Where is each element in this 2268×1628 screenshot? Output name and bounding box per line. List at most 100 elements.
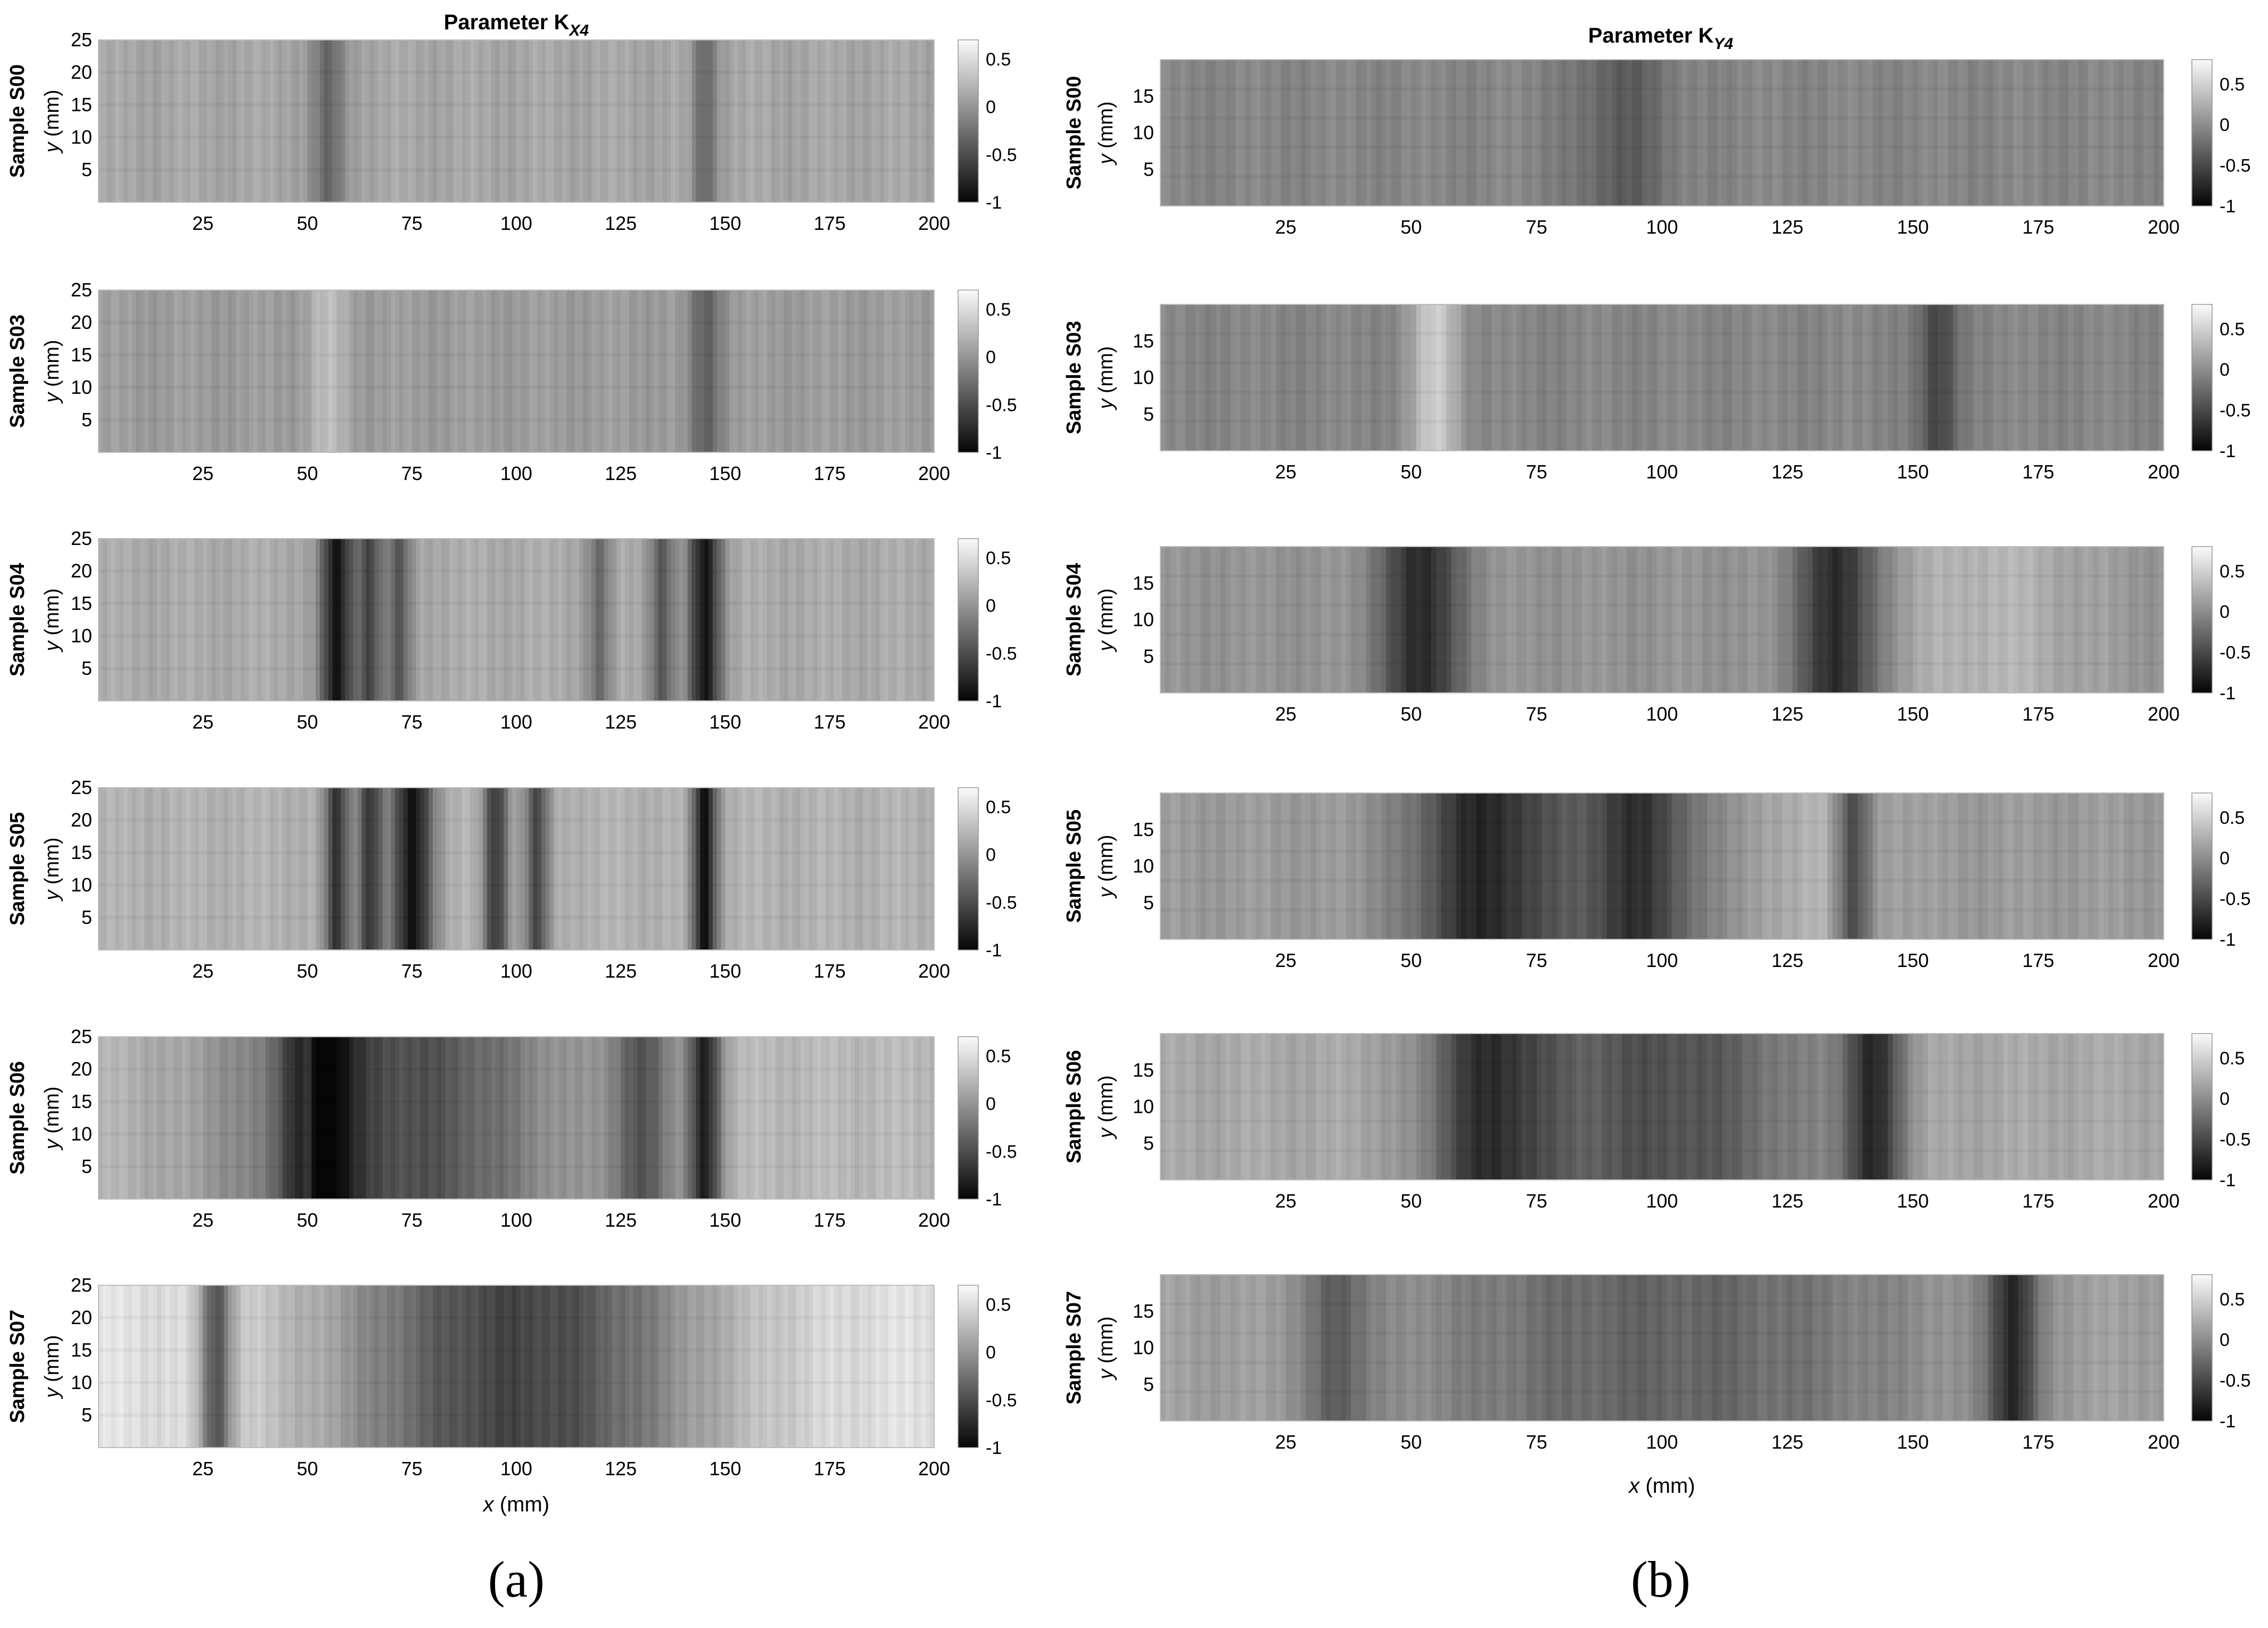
heatmap-cell bbox=[1983, 60, 1989, 206]
colorbar bbox=[2191, 304, 2213, 451]
x-tick-label: 125 bbox=[1771, 461, 1803, 483]
heatmap-cell bbox=[266, 788, 270, 950]
colorbar bbox=[958, 538, 979, 701]
heatmap-cell bbox=[2033, 60, 2039, 206]
heatmap-cell bbox=[641, 40, 646, 202]
heatmap-cell bbox=[328, 40, 333, 202]
heatmap-cell bbox=[541, 788, 546, 950]
heatmap-cell bbox=[395, 788, 400, 950]
heatmap-cell bbox=[174, 788, 178, 950]
heatmap-cell bbox=[821, 290, 826, 452]
heatmap-cell bbox=[879, 1285, 885, 1448]
heatmap-cell bbox=[1175, 793, 1181, 939]
heatmap-cell bbox=[1531, 793, 1537, 939]
heatmap-cell bbox=[228, 1037, 233, 1199]
heatmap-cell bbox=[1391, 1034, 1397, 1180]
heatmap-cell bbox=[1541, 304, 1547, 451]
heatmap-cell bbox=[1471, 304, 1477, 451]
heatmap-cell bbox=[433, 539, 438, 701]
heatmap-cell bbox=[2113, 60, 2119, 206]
heatmap-cell bbox=[1521, 304, 1527, 451]
heatmap-cell bbox=[1647, 793, 1653, 939]
plot-frame bbox=[1160, 546, 2164, 693]
heatmap-cell bbox=[244, 539, 250, 701]
heatmap-cell bbox=[851, 1037, 855, 1199]
heatmap-cell bbox=[499, 1037, 505, 1199]
heatmap-cell bbox=[825, 539, 830, 701]
heatmap-cell bbox=[291, 788, 295, 950]
heatmap-cell bbox=[1205, 793, 1211, 939]
heatmap-cell bbox=[416, 1037, 421, 1199]
x-tick-label: 75 bbox=[1526, 949, 1547, 971]
heatmap-cell bbox=[1978, 547, 1984, 693]
heatmap-cell bbox=[520, 1285, 525, 1448]
heatmap-cell bbox=[533, 788, 538, 950]
heatmap-cell bbox=[190, 1037, 195, 1199]
heatmap-cell bbox=[1562, 793, 1568, 939]
x-tick-label: 100 bbox=[500, 212, 532, 234]
heatmap-cell bbox=[2008, 60, 2014, 206]
heatmap-cell bbox=[127, 1037, 133, 1199]
heatmap-cell bbox=[420, 788, 425, 950]
heatmap-cell bbox=[2138, 1034, 2144, 1180]
heatmap-cell bbox=[332, 539, 337, 701]
heatmap-cell bbox=[495, 788, 500, 950]
heatmap-cell bbox=[161, 1285, 166, 1448]
heatmap-cell bbox=[2003, 1034, 2009, 1180]
heatmap-cell bbox=[253, 1037, 258, 1199]
heatmap-cell bbox=[1562, 547, 1568, 693]
heatmap-cell bbox=[349, 788, 354, 950]
heatmap-cell bbox=[1361, 304, 1367, 451]
x-tick-label: 200 bbox=[918, 711, 950, 733]
heatmap-cell bbox=[859, 40, 864, 202]
heatmap-cell bbox=[420, 40, 425, 202]
heatmap-cell bbox=[1631, 547, 1637, 693]
heatmap-cell bbox=[1963, 1275, 1969, 1421]
heatmap-cell bbox=[888, 1037, 893, 1199]
heatmap-cell bbox=[1787, 1034, 1793, 1180]
heatmap-cell bbox=[1446, 304, 1452, 451]
heatmap-cell bbox=[771, 1037, 776, 1199]
heatmap-cell bbox=[236, 290, 241, 452]
heatmap-cell bbox=[2103, 304, 2109, 451]
heatmap-cell bbox=[2063, 1275, 2069, 1421]
colorbar-tick-label: 0 bbox=[2220, 360, 2230, 380]
heatmap-cell bbox=[600, 1037, 605, 1199]
heatmap-cell bbox=[1501, 60, 1507, 206]
heatmap-cell bbox=[483, 40, 488, 202]
heatmap-cell bbox=[1677, 304, 1683, 451]
heatmap-cell bbox=[1837, 547, 1843, 693]
heatmap-cell bbox=[1822, 793, 1828, 939]
heatmap-cell bbox=[1351, 547, 1357, 693]
x-tick-label: 50 bbox=[1400, 461, 1422, 483]
heatmap-cell bbox=[1902, 60, 1908, 206]
heatmap-cell bbox=[913, 539, 918, 701]
heatmap-cell bbox=[194, 40, 199, 202]
heatmap-cell bbox=[1516, 1275, 1522, 1421]
heatmap-cell bbox=[1316, 793, 1322, 939]
heatmap-cell bbox=[1556, 1034, 1562, 1180]
heatmap-cell bbox=[119, 1285, 124, 1448]
heatmap-cell bbox=[930, 788, 935, 950]
heatmap-cell bbox=[1521, 793, 1527, 939]
heatmap-cell bbox=[1772, 793, 1778, 939]
y-tick-label: 25 bbox=[71, 1274, 92, 1296]
heatmap-cell bbox=[796, 290, 801, 452]
heatmap-cell bbox=[784, 788, 788, 950]
heatmap-cell bbox=[123, 539, 128, 701]
heatmap-cell bbox=[1300, 1034, 1306, 1180]
x-tick-label: 175 bbox=[2022, 216, 2054, 238]
heatmap-cell bbox=[804, 788, 810, 950]
heatmap-cell bbox=[1602, 793, 1607, 939]
heatmap-cell bbox=[1486, 1034, 1492, 1180]
heatmap-cell bbox=[587, 40, 592, 202]
heatmap-cell bbox=[541, 40, 546, 202]
heatmap-cell bbox=[2058, 1275, 2064, 1421]
heatmap-cell bbox=[102, 290, 108, 452]
heatmap-cell bbox=[466, 539, 471, 701]
heatmap-cell bbox=[788, 290, 793, 452]
heatmap-cell bbox=[1230, 793, 1236, 939]
colorbar-tick-label: 0.5 bbox=[986, 1046, 1011, 1067]
heatmap-cell bbox=[2133, 304, 2139, 451]
heatmap-cell bbox=[779, 290, 784, 452]
